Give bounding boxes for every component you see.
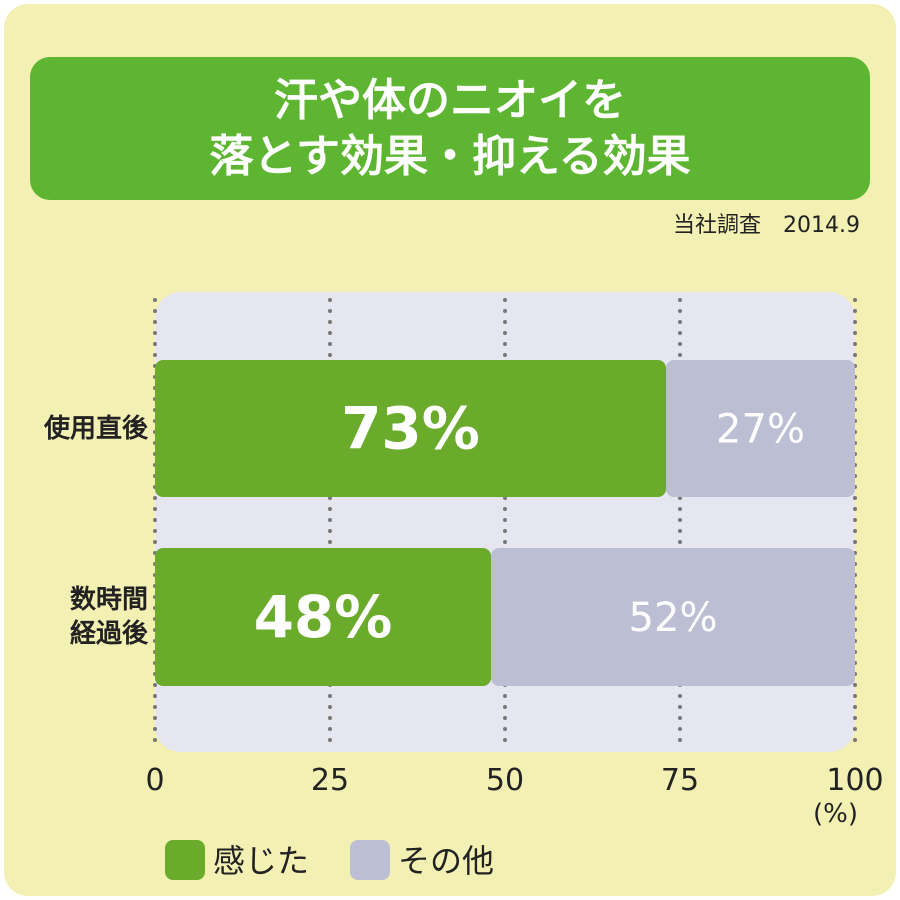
x-tick-label: 100: [826, 763, 883, 798]
bar: [155, 360, 666, 497]
x-axis-label: (%): [813, 799, 858, 829]
chart-title: 汗や体のニオイを 落とす効果・抑える効果: [209, 74, 691, 182]
x-tick-label: 25: [311, 763, 349, 798]
category-label: 使用直後: [43, 413, 148, 444]
x-tick-label: 50: [486, 763, 524, 798]
title-box: [30, 57, 870, 200]
category-label: 数時間 経過後: [69, 585, 148, 649]
bar: [491, 548, 855, 686]
x-tick-label: 75: [661, 763, 699, 798]
bar: [155, 548, 491, 686]
value-label: 27%: [716, 407, 805, 453]
subtitle: 当社調査 2014.9: [673, 213, 860, 238]
x-tick-label: 0: [145, 763, 164, 798]
bar: [666, 360, 855, 497]
legend-label: 感じた: [213, 842, 309, 880]
legend-swatch: [350, 840, 390, 880]
value-label: 48%: [254, 583, 393, 651]
legend-label: その他: [398, 842, 494, 880]
value-label: 52%: [629, 595, 718, 641]
value-label: 73%: [341, 395, 480, 463]
legend-swatch: [165, 840, 205, 880]
